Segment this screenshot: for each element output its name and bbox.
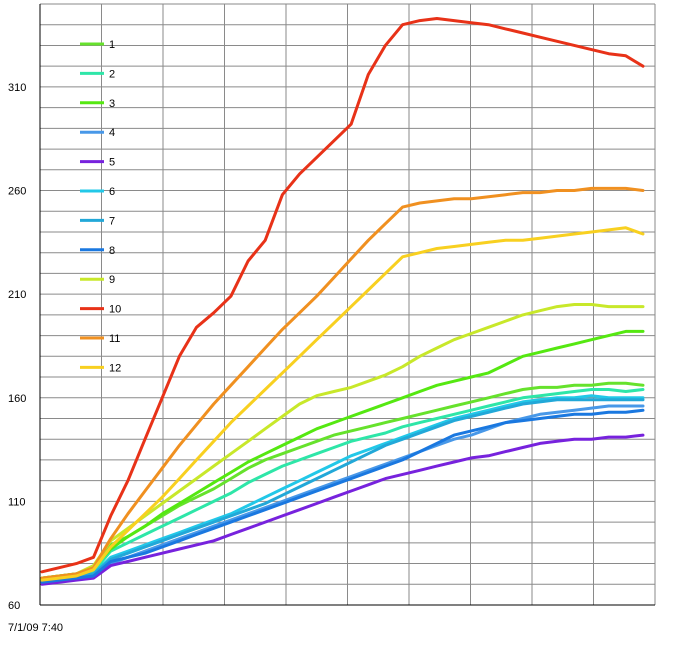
y-axis-ticks: 60 110 160 210 260 310 <box>8 82 26 612</box>
legend-label-7: 7 <box>109 215 115 227</box>
y-tick-label: 60 <box>8 600 20 612</box>
x-tick-label-first: 7/1/09 7:40 <box>8 622 63 634</box>
y-tick-label: 160 <box>8 393 26 405</box>
legend-label-1: 1 <box>109 39 115 51</box>
legend-label-4: 4 <box>109 127 115 139</box>
series-line-10 <box>40 17 645 574</box>
legend-label-8: 8 <box>109 245 115 257</box>
series-line-5 <box>40 433 645 586</box>
legend-label-6: 6 <box>109 186 115 198</box>
legend-label-11: 11 <box>109 333 120 345</box>
axes <box>39 4 655 606</box>
series-line-2 <box>40 388 645 580</box>
y-tick-label: 260 <box>8 186 26 198</box>
series-line-4 <box>40 404 645 582</box>
legend-label-3: 3 <box>109 98 115 110</box>
legend-label-5: 5 <box>109 157 115 169</box>
series-lines <box>40 17 645 586</box>
legend-label-10: 10 <box>109 304 121 316</box>
series-line-11 <box>40 186 645 580</box>
legend-label-12: 12 <box>109 362 121 374</box>
y-tick-label: 310 <box>8 82 26 94</box>
legend-label-9: 9 <box>109 274 115 286</box>
series-line-8 <box>40 408 645 584</box>
series-line-7 <box>40 398 645 582</box>
grid <box>40 3 656 605</box>
series-line-3 <box>40 329 645 580</box>
series-line-12 <box>40 226 645 582</box>
legend-label-2: 2 <box>109 68 115 80</box>
y-tick-label: 210 <box>8 289 26 301</box>
y-tick-label: 110 <box>8 496 26 508</box>
series-line-6 <box>40 394 645 582</box>
